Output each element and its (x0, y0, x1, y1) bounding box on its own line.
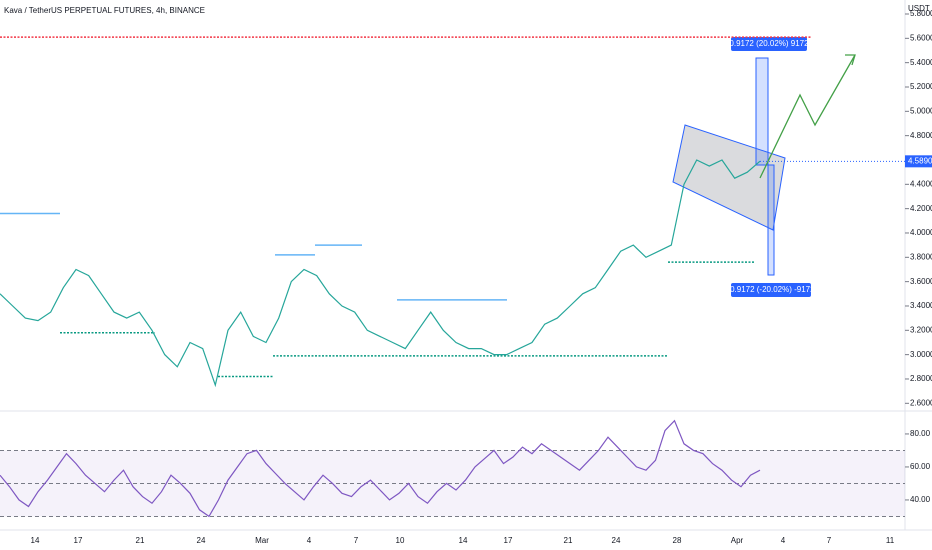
x-tick-label: 21 (136, 536, 145, 545)
y-tick-label: 5.2000 (910, 82, 932, 91)
x-tick-label: 10 (396, 536, 405, 545)
measure-down (767, 164, 775, 276)
x-tick-label: Mar (255, 536, 269, 545)
y-tick-label: 3.8000 (910, 252, 932, 261)
arrow-head (845, 54, 856, 66)
y-tick-label: 4.0000 (910, 228, 932, 237)
y-tick-label: 4.4000 (910, 179, 932, 188)
x-tick-label: 4 (781, 536, 786, 545)
y-tick-label: 40.00 (910, 495, 931, 504)
x-tick-label: Apr (731, 536, 744, 545)
x-tick-label: 14 (31, 536, 40, 545)
annotation-box (731, 37, 807, 51)
y-tick-label: 3.4000 (910, 301, 932, 310)
y-tick-label: 3.0000 (910, 350, 932, 359)
x-tick-label: 14 (459, 536, 468, 545)
y-tick-label: 5.8000 (910, 9, 932, 18)
x-tick-label: 4 (307, 536, 312, 545)
y-tick-label: 4.8000 (910, 131, 932, 140)
x-tick-label: 7 (827, 536, 832, 545)
annotation-box (731, 283, 811, 297)
x-tick-label: 28 (673, 536, 682, 545)
y-tick-label: 60.00 (910, 462, 931, 471)
annotation: 0.9172 (20.02%) 9172 (729, 39, 809, 48)
x-tick-label: 21 (564, 536, 573, 545)
x-tick-label: 17 (504, 536, 513, 545)
y-tick-label: 5.6000 (910, 33, 932, 42)
chart-title: Kava / TetherUS PERPETUAL FUTURES, 4h, B… (4, 6, 205, 15)
annotation: -0.9172 (-20.02%) -9172 (727, 285, 815, 294)
y-tick-label: 3.2000 (910, 325, 932, 334)
last-price-label: 4.5890 (908, 156, 932, 165)
channel-drawing (672, 124, 786, 231)
y-tick-label: 80.00 (910, 429, 931, 438)
y-tick-label: 5.0000 (910, 106, 932, 115)
x-tick-label: 24 (612, 536, 621, 545)
currency-label: USDT (908, 4, 930, 13)
series-line (0, 419, 761, 518)
y-tick-label: 2.6000 (910, 398, 932, 407)
last-price-box (905, 155, 932, 168)
y-tick-label: 2.8000 (910, 374, 932, 383)
projection-arrow (759, 54, 856, 179)
x-tick-label: 17 (74, 536, 83, 545)
x-tick-label: 11 (886, 536, 895, 545)
series-line (0, 159, 761, 388)
y-tick-label: 3.6000 (910, 277, 932, 286)
y-tick-label: 4.2000 (910, 204, 932, 213)
measure-up (755, 57, 769, 166)
x-tick-label: 24 (197, 536, 206, 545)
x-tick-label: 7 (354, 536, 359, 545)
y-tick-label: 5.4000 (910, 58, 932, 67)
